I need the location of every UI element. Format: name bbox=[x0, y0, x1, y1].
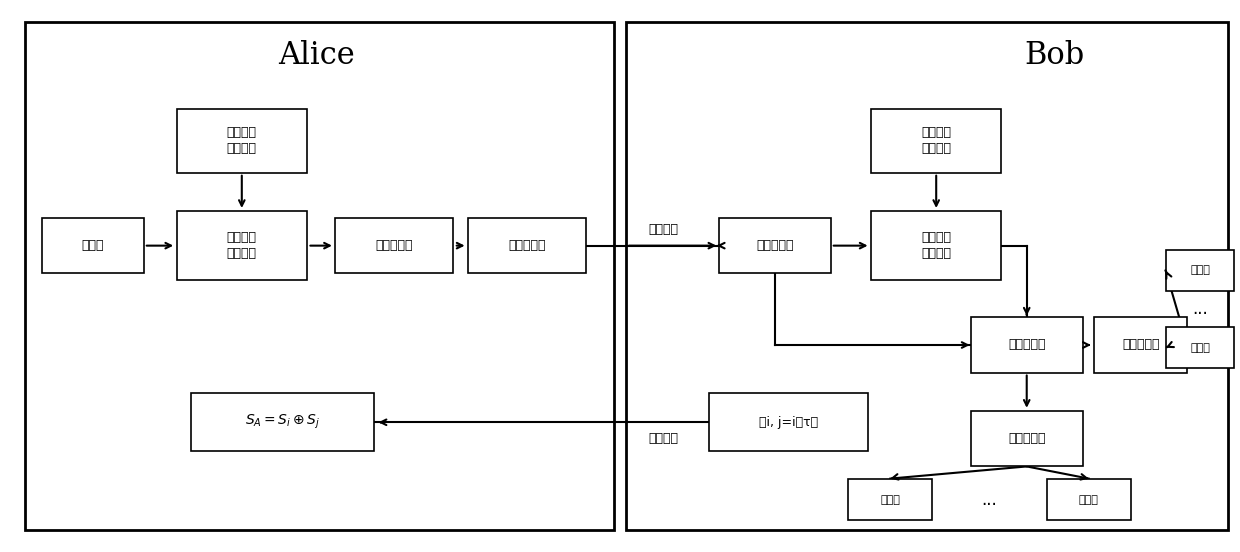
Text: 探测器: 探测器 bbox=[880, 495, 900, 505]
FancyBboxPatch shape bbox=[1166, 250, 1235, 291]
Text: Alice: Alice bbox=[278, 40, 355, 71]
FancyBboxPatch shape bbox=[870, 109, 1002, 172]
Text: 探测器: 探测器 bbox=[1190, 343, 1210, 353]
Text: ...: ... bbox=[982, 491, 997, 508]
FancyBboxPatch shape bbox=[870, 211, 1002, 280]
FancyBboxPatch shape bbox=[1095, 317, 1188, 373]
Text: ...: ... bbox=[1193, 300, 1208, 318]
FancyBboxPatch shape bbox=[177, 109, 306, 172]
Text: 量子信道: 量子信道 bbox=[649, 223, 678, 236]
Text: 相位调制器: 相位调制器 bbox=[508, 239, 546, 252]
Text: 第二分束器: 第二分束器 bbox=[1008, 338, 1045, 352]
FancyBboxPatch shape bbox=[177, 211, 306, 280]
FancyBboxPatch shape bbox=[971, 317, 1083, 373]
Text: 第二空间
光调制器: 第二空间 光调制器 bbox=[921, 231, 951, 260]
FancyBboxPatch shape bbox=[1166, 327, 1235, 369]
FancyBboxPatch shape bbox=[1047, 479, 1131, 520]
FancyBboxPatch shape bbox=[848, 479, 932, 520]
FancyBboxPatch shape bbox=[42, 218, 144, 273]
FancyBboxPatch shape bbox=[626, 22, 1228, 530]
Text: 第一随机
数发生器: 第一随机 数发生器 bbox=[227, 126, 257, 155]
Text: 探测器: 探测器 bbox=[1190, 266, 1210, 275]
Text: 第一分离器: 第一分离器 bbox=[1122, 338, 1159, 352]
Text: 第一分束器: 第一分束器 bbox=[756, 239, 794, 252]
Text: 激光器: 激光器 bbox=[82, 239, 104, 252]
FancyBboxPatch shape bbox=[971, 411, 1083, 466]
Text: $S_A = S_i \oplus S_j$: $S_A = S_i \oplus S_j$ bbox=[246, 413, 320, 432]
Text: 第二分离器: 第二分离器 bbox=[1008, 432, 1045, 445]
FancyBboxPatch shape bbox=[25, 22, 614, 530]
FancyBboxPatch shape bbox=[191, 393, 374, 452]
Text: 第二随机
数发生器: 第二随机 数发生器 bbox=[921, 126, 951, 155]
Text: 经典信道: 经典信道 bbox=[649, 432, 678, 445]
Text: （i, j=i－τ）: （i, j=i－τ） bbox=[759, 416, 818, 429]
Text: 第一空间
光调制器: 第一空间 光调制器 bbox=[227, 231, 257, 260]
FancyBboxPatch shape bbox=[719, 218, 831, 273]
FancyBboxPatch shape bbox=[335, 218, 454, 273]
Text: 强度调制器: 强度调制器 bbox=[376, 239, 413, 252]
Text: 探测器: 探测器 bbox=[1079, 495, 1099, 505]
FancyBboxPatch shape bbox=[469, 218, 587, 273]
Text: Bob: Bob bbox=[1024, 40, 1084, 71]
FancyBboxPatch shape bbox=[709, 393, 868, 452]
